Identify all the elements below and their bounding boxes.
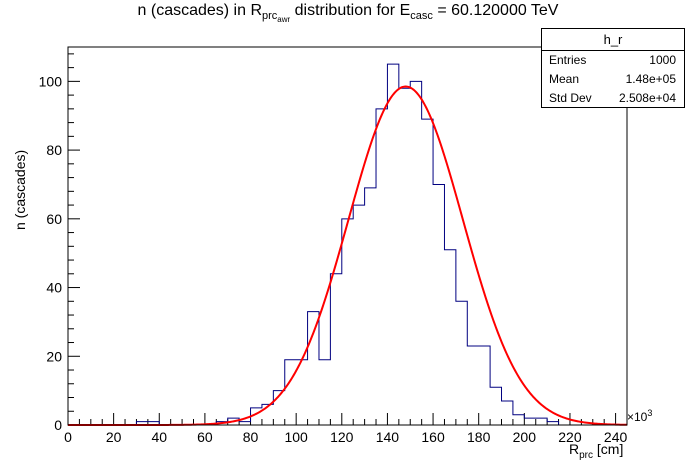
histogram-bin xyxy=(387,64,398,425)
histogram-bin xyxy=(330,274,341,425)
histogram-bin xyxy=(365,188,376,425)
x-tick-label: 220 xyxy=(558,429,582,445)
histogram-bin xyxy=(285,360,296,425)
x-tick-label: 160 xyxy=(421,429,445,445)
histogram-bin xyxy=(444,250,455,425)
histogram-bin xyxy=(536,418,547,425)
x-tick-label: 140 xyxy=(376,429,400,445)
x-tick-label: 120 xyxy=(330,429,354,445)
x-tick-label: 80 xyxy=(243,429,259,445)
histogram-bin xyxy=(502,401,513,425)
x-axis-multiplier: ×103 xyxy=(627,408,653,424)
histogram-outline xyxy=(68,63,627,426)
y-axis: 0 20 40 60 80 100 xyxy=(39,53,80,433)
y-tick-label: 100 xyxy=(39,73,63,89)
y-tick-label: 80 xyxy=(46,142,62,158)
y-tick-label: 40 xyxy=(46,280,62,296)
histogram-bin xyxy=(422,119,433,425)
histogram-bin xyxy=(399,88,410,425)
x-tick-label: 0 xyxy=(64,429,72,445)
histogram-bars xyxy=(136,64,558,425)
x-tick-label: 40 xyxy=(151,429,167,445)
stats-row-entries: Entries 1000 xyxy=(549,53,676,67)
histogram-bin xyxy=(433,184,444,425)
histogram-bin xyxy=(308,312,319,425)
histogram-bin xyxy=(467,346,478,425)
histogram-bin xyxy=(524,418,535,425)
gaussian-fit-curve xyxy=(68,85,628,426)
x-tick-label: 100 xyxy=(284,429,308,445)
stats-histogram-name: h_r xyxy=(542,29,684,51)
histogram-bin xyxy=(513,415,524,425)
stats-box: h_r Entries 1000 Mean 1.48e+05 Std Dev 2.50… xyxy=(541,28,685,108)
x-tick-label: 180 xyxy=(467,429,491,445)
histogram-bin xyxy=(490,387,501,425)
histogram-bin xyxy=(342,219,353,425)
histogram-bin xyxy=(456,301,467,425)
x-axis: 0 20 40 60 80 100 120 140 160 180 200 220 240 xyxy=(64,413,628,445)
x-tick-label: 200 xyxy=(513,429,537,445)
chart-title: n (cascades) in Rprcawr distribution for… xyxy=(137,2,559,25)
stats-row-mean: Mean 1.48e+05 xyxy=(549,72,676,86)
histogram-bin xyxy=(353,205,364,425)
histogram-bin xyxy=(239,422,250,425)
x-axis-label: Rprc [cm] xyxy=(569,441,624,461)
histogram-bin xyxy=(479,346,490,425)
y-tick-label: 60 xyxy=(46,211,62,227)
histogram-bin xyxy=(547,422,558,425)
x-tick-label: 240 xyxy=(604,429,628,445)
histogram-bin xyxy=(410,81,421,425)
plot-frame xyxy=(67,46,628,426)
histogram-bin xyxy=(376,109,387,425)
histogram-bin xyxy=(319,360,330,425)
y-axis-label: n (cascades) xyxy=(12,149,28,230)
stats-row-stddev: Std Dev 2.508e+04 xyxy=(549,91,676,105)
x-tick-label: 20 xyxy=(106,429,122,445)
y-tick-label: 20 xyxy=(46,348,62,364)
x-tick-label: 60 xyxy=(197,429,213,445)
y-tick-label: 0 xyxy=(54,417,62,433)
